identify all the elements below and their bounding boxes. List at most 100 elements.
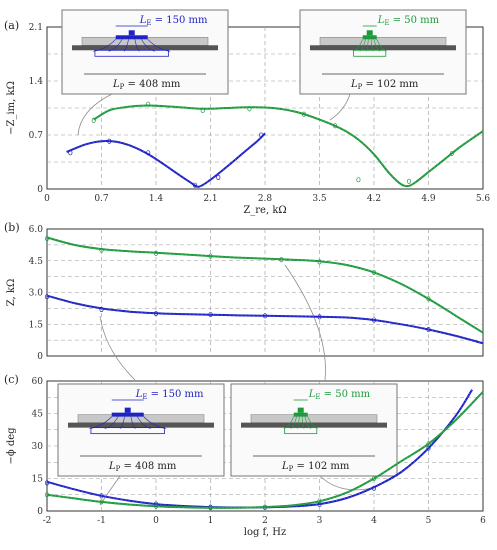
field-line [297,416,300,429]
data-marker [99,499,104,505]
x-tick-label: -2 [43,516,52,526]
field-line [130,416,136,429]
y-tick-label: 1.5 [29,320,44,330]
x-tick-label: 0 [44,194,50,204]
y-axis-label: Z, kΩ [6,279,17,306]
inset-diagram-2: LE = 50 mm LP = 102 mm [299,9,467,95]
electrode-contact [297,407,304,413]
field-line [141,39,155,52]
y-tick-label: 0 [37,352,43,362]
data-marker [153,501,159,507]
x-tick-label: 4 [371,516,377,526]
y-tick-label: 0 [37,185,43,195]
lp-label: LP = 102 mm [281,461,350,473]
inset-diagram-1: LE = 150 mm LP = 408 mm [57,383,225,477]
x-tick-label: 4.9 [421,194,436,204]
data-marker [333,123,338,129]
electrode-contact [128,30,135,36]
y-tick-label: 0.7 [29,131,44,141]
data-marker [107,138,112,144]
data-marker [317,259,322,265]
data-marker [153,503,159,509]
field-line [108,39,123,52]
x-tick-label: 3.5 [312,194,327,204]
y-tick-label: 0 [37,507,43,517]
y-tick-label: 15 [32,475,44,485]
current-region [94,49,169,57]
leader-line [77,93,113,136]
y-tick-label: 6.0 [29,225,44,235]
current-region [353,49,387,57]
inset-frame [299,9,467,95]
x-tick-label: 2.8 [258,194,273,204]
data-marker [99,493,104,499]
data-marker [44,492,50,498]
panel-label: (a) [4,19,19,32]
electrode-contact [366,30,373,36]
field-line [373,39,380,52]
field-line [134,39,140,52]
x-tick-label: 2.1 [203,194,217,204]
y-tick-label: 1.4 [29,77,44,87]
x-tick-label: 0 [153,516,159,526]
le-label: LE = 150 mm [139,15,208,27]
data-marker [153,311,159,317]
lp-label: LP = 408 mm [112,79,181,91]
series-line-blue [66,132,266,188]
x-tick-label: 2 [262,516,268,526]
field-line [143,416,167,429]
data-marker [317,314,322,320]
data-marker [371,269,377,275]
x-tick-label: 5 [426,516,432,526]
inset-frame [61,9,229,95]
data-marker [44,235,50,242]
data-marker [208,253,213,259]
y-tick-label: 2.1 [29,23,43,33]
electrode [293,412,308,417]
x-tick-label: 1 [208,516,214,526]
y-tick-label: 3.0 [29,289,44,299]
leader-line [284,264,326,381]
field-line [370,39,374,52]
x-tick-label: 0.7 [94,194,109,204]
data-marker [44,294,50,300]
data-marker [301,111,306,117]
data-marker [153,250,159,256]
data-marker [426,296,431,302]
data-marker [146,150,151,156]
le-label: LE = 150 mm [135,389,204,401]
x-tick-label: 3 [317,516,323,526]
chart-panel-1: 0 0.7 1.4 2.1 0 0.7 1.4 2.1 2.8 3.5 4.2 4.9 5.6 (a) −Z… [4,9,490,216]
field-line [119,416,125,429]
data-marker [371,475,377,482]
inset-diagram-2: LE = 50 mm LP = 102 mm [230,383,398,477]
panel-label: (c) [4,373,19,386]
lp-label: LP = 408 mm [108,461,177,473]
y-tick-label: 60 [32,377,44,387]
field-line [104,416,119,429]
le-label: LE = 50 mm [308,389,371,401]
concrete-slab [250,414,378,423]
data-marker [216,174,221,180]
concrete-slab [319,36,447,46]
field-line [359,39,366,52]
field-line [137,416,151,429]
x-axis-label: Z_re, kΩ [243,205,286,216]
electrode-contact [124,407,131,413]
inset-frame [230,383,398,477]
y-axis-label: −ϕ deg [6,427,17,465]
rebar [310,45,456,51]
inset-frame [57,383,225,477]
data-marker [68,150,73,156]
data-marker [356,177,361,183]
x-tick-label: 1.4 [149,194,164,204]
field-line [123,39,129,52]
leader-line [329,93,351,121]
data-marker [44,480,50,486]
series-overlay [93,105,484,187]
data-marker [192,182,197,188]
data-marker [426,441,431,447]
data-marker [99,306,104,312]
data-marker [406,178,412,184]
